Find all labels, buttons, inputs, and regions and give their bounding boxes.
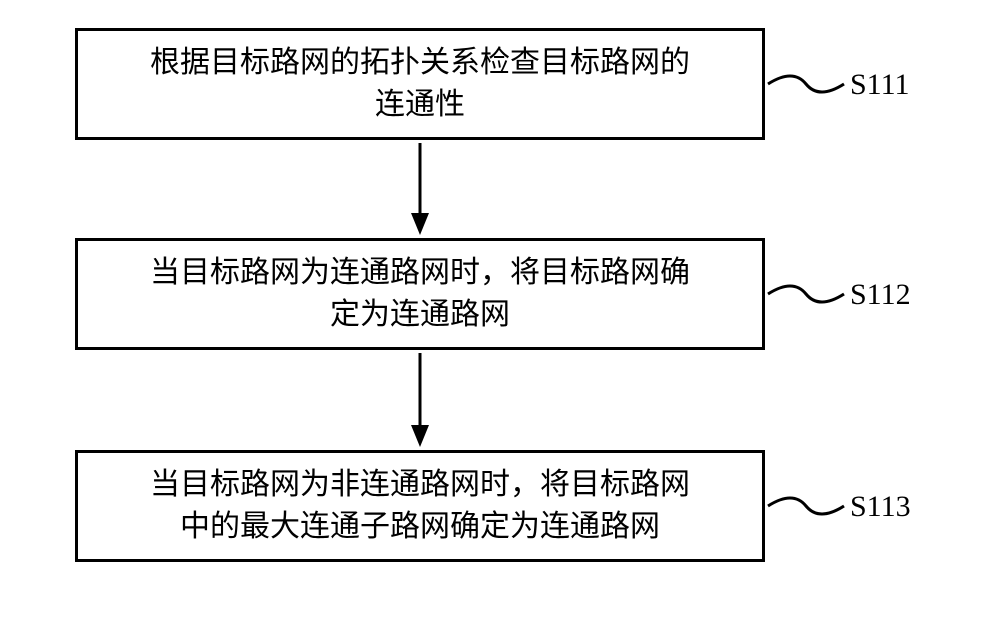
tilde-connector <box>0 0 1000 636</box>
flowchart-canvas: 根据目标路网的拓扑关系检查目标路网的 连通性当目标路网为连通路网时，将目标路网确… <box>0 0 1000 636</box>
